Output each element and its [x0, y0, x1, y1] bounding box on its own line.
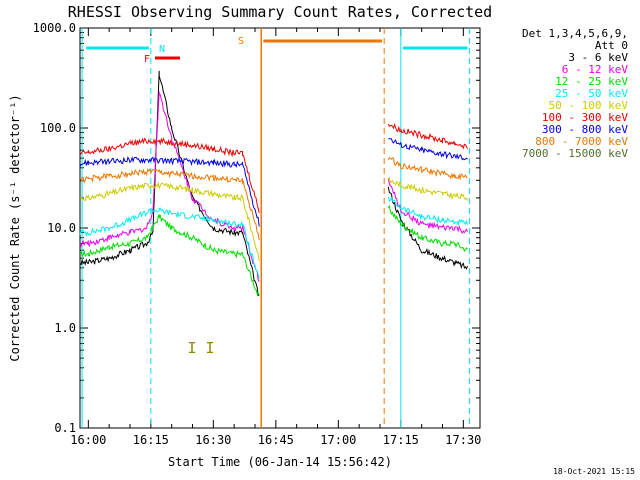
x-tick-label: 17:15: [383, 433, 419, 447]
footer-timestamp: 18-Oct-2021 15:15: [553, 467, 635, 476]
series-line: [79, 70, 468, 297]
legend-header-line1: Det 1,3,4,5,6,9,: [522, 27, 628, 40]
observing-flags: [81, 28, 471, 428]
legend-header-line2: Att 0: [595, 39, 628, 52]
series-line: [79, 196, 468, 279]
x-tick-label: 16:00: [70, 433, 106, 447]
plot-frame: [79, 27, 481, 429]
y-tick-label: 100.0: [40, 121, 76, 135]
y-tick-label: 1000.0: [33, 21, 76, 35]
x-tick-label: 16:45: [258, 433, 294, 447]
x-tick-label: 17:00: [320, 433, 356, 447]
y-axis-label: Corrected Count Rate (s⁻¹ detector⁻¹): [8, 94, 22, 361]
y-tick-label: 10.0: [47, 221, 76, 235]
series-lines: [79, 70, 468, 297]
series-line: [79, 123, 468, 214]
flare-flag-label: F: [144, 54, 150, 65]
series-line: [79, 91, 468, 283]
chart-title: RHESSI Observing Summary Count Rates, Co…: [68, 3, 492, 21]
x-tick-label: 17:30: [445, 433, 481, 447]
legend-entry: 800 - 7000 keV: [535, 135, 628, 148]
series-line: [79, 138, 468, 227]
series-line: [79, 204, 468, 296]
legend-entry: 7000 - 15000 keV: [522, 147, 628, 160]
legend-entry: 100 - 300 keV: [542, 111, 628, 124]
attenuator-marker: I I: [187, 339, 214, 357]
legend-entry: 12 - 25 keV: [555, 75, 628, 88]
x-axis: 16:00 16:15 16:30 16:45 17:00 17:15 17:30: [70, 28, 481, 447]
series-line: [79, 157, 468, 241]
saa-flag-label: S: [238, 36, 244, 47]
legend-entry: 6 - 12 keV: [562, 63, 629, 76]
legend-entry: 50 - 100 keV: [549, 99, 629, 112]
series-line: [79, 176, 468, 261]
legend-entry: 300 - 800 keV: [542, 123, 628, 136]
legend-entry: 25 - 50 keV: [555, 87, 628, 100]
x-tick-label: 16:30: [195, 433, 231, 447]
legend-entry: 3 - 6 keV: [568, 51, 628, 64]
night-flag-label: N: [159, 44, 165, 55]
x-tick-label: 16:15: [133, 433, 169, 447]
x-axis-label: Start Time (06-Jan-14 15:56:42): [168, 455, 392, 469]
y-tick-label: 1.0: [54, 321, 76, 335]
y-tick-label: 0.1: [54, 421, 76, 435]
